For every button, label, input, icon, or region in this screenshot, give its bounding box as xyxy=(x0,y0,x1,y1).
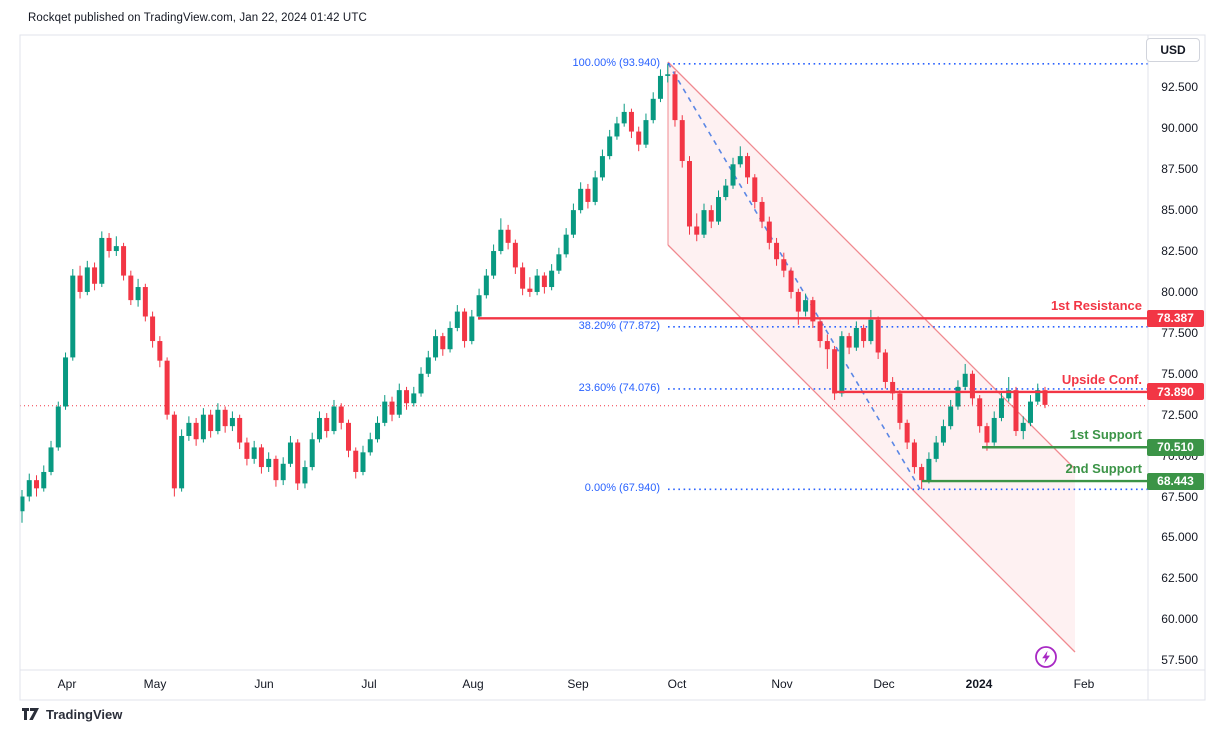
price-tick-72.5[interactable]: 72.500 xyxy=(1161,407,1198,422)
fib-label-0: 0.00% (67.940) xyxy=(584,482,660,495)
level-label-2nd-support: 2nd Support xyxy=(1065,461,1142,477)
price-tick-62.5[interactable]: 62.500 xyxy=(1161,571,1198,586)
fib-label-100: 100.00% (93.940) xyxy=(572,56,660,69)
time-tick-2024[interactable]: 2024 xyxy=(965,677,993,691)
price-tick-85[interactable]: 85.000 xyxy=(1161,203,1198,218)
price-tick-75[interactable]: 75.000 xyxy=(1161,366,1198,381)
price-axis-badge-78.387: 78.387 xyxy=(1147,309,1204,327)
time-tick-Apr[interactable]: Apr xyxy=(57,677,77,691)
tradingview-footer[interactable]: TradingView xyxy=(22,707,122,722)
price-tick-77.5[interactable]: 77.500 xyxy=(1161,325,1198,340)
level-label-1st-resistance: 1st Resistance xyxy=(1050,298,1142,314)
price-tick-57.5[interactable]: 57.500 xyxy=(1161,653,1198,668)
publish-header: Rockqet published on TradingView.com, Ja… xyxy=(28,12,367,24)
level-label-upside-conf-: Upside Conf. xyxy=(1061,371,1142,387)
price-axis-badge-68.443: 68.443 xyxy=(1147,472,1204,490)
time-tick-Jun[interactable]: Jun xyxy=(254,677,274,691)
descending-channel-fill xyxy=(668,62,1075,652)
price-tick-65[interactable]: 65.000 xyxy=(1161,530,1198,545)
time-tick-Aug[interactable]: Aug xyxy=(462,677,484,691)
chart-border xyxy=(19,34,1206,701)
currency-label: USD xyxy=(1146,38,1200,62)
price-tick-82.5[interactable]: 82.500 xyxy=(1161,244,1198,259)
time-tick-Oct[interactable]: Oct xyxy=(667,677,687,691)
price-tick-80[interactable]: 80.000 xyxy=(1161,284,1198,299)
lightning-icon[interactable] xyxy=(1033,644,1059,670)
price-axis-badge-73.890: 73.890 xyxy=(1147,383,1204,401)
price-tick-87.5[interactable]: 87.500 xyxy=(1161,162,1198,177)
time-tick-Sep[interactable]: Sep xyxy=(567,677,589,691)
time-tick-May[interactable]: May xyxy=(143,677,167,691)
price-tick-92.5[interactable]: 92.500 xyxy=(1161,80,1198,95)
candles-group[interactable] xyxy=(19,63,1048,523)
channel-lower-line[interactable] xyxy=(667,244,1076,653)
channel-upper-line[interactable] xyxy=(667,61,1076,470)
price-tick-67.5[interactable]: 67.500 xyxy=(1161,489,1198,504)
tradingview-logo-text: TradingView xyxy=(46,707,123,722)
tradingview-logo-icon xyxy=(22,708,40,721)
price-axis-badge-70.510: 70.510 xyxy=(1147,438,1204,456)
level-label-1st-support: 1st Support xyxy=(1069,427,1142,443)
time-tick-Jul[interactable]: Jul xyxy=(361,677,377,691)
time-tick-Feb[interactable]: Feb xyxy=(1073,677,1095,691)
fib-label-23.6: 23.60% (74.076) xyxy=(578,381,660,394)
price-tick-90[interactable]: 90.000 xyxy=(1161,121,1198,136)
price-tick-60[interactable]: 60.000 xyxy=(1161,612,1198,627)
time-tick-Dec[interactable]: Dec xyxy=(873,677,895,691)
fib-trend-dashed-line[interactable] xyxy=(667,62,921,490)
time-tick-Nov[interactable]: Nov xyxy=(771,677,793,691)
fib-label-38.2: 38.20% (77.872) xyxy=(578,319,660,332)
